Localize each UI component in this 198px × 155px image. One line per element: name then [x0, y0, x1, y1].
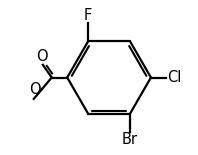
Text: O: O: [36, 49, 47, 64]
Text: F: F: [84, 8, 92, 23]
Text: Br: Br: [122, 132, 138, 147]
Text: Cl: Cl: [167, 70, 181, 85]
Text: O: O: [29, 82, 40, 97]
